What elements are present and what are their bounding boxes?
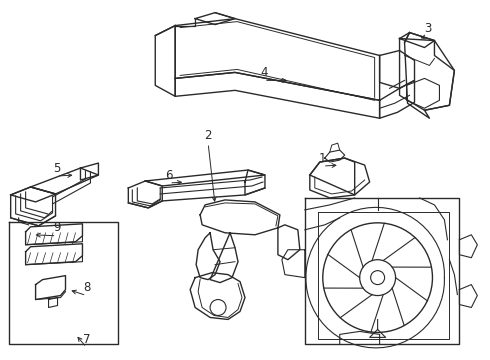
Text: 7: 7 — [83, 333, 90, 346]
Text: 4: 4 — [260, 66, 268, 79]
Text: 3: 3 — [424, 22, 431, 35]
Text: 5: 5 — [53, 162, 60, 175]
Text: 9: 9 — [53, 221, 60, 234]
Text: 2: 2 — [204, 129, 212, 142]
Text: 1: 1 — [319, 152, 326, 165]
Text: 8: 8 — [83, 281, 90, 294]
Text: 6: 6 — [166, 168, 173, 181]
